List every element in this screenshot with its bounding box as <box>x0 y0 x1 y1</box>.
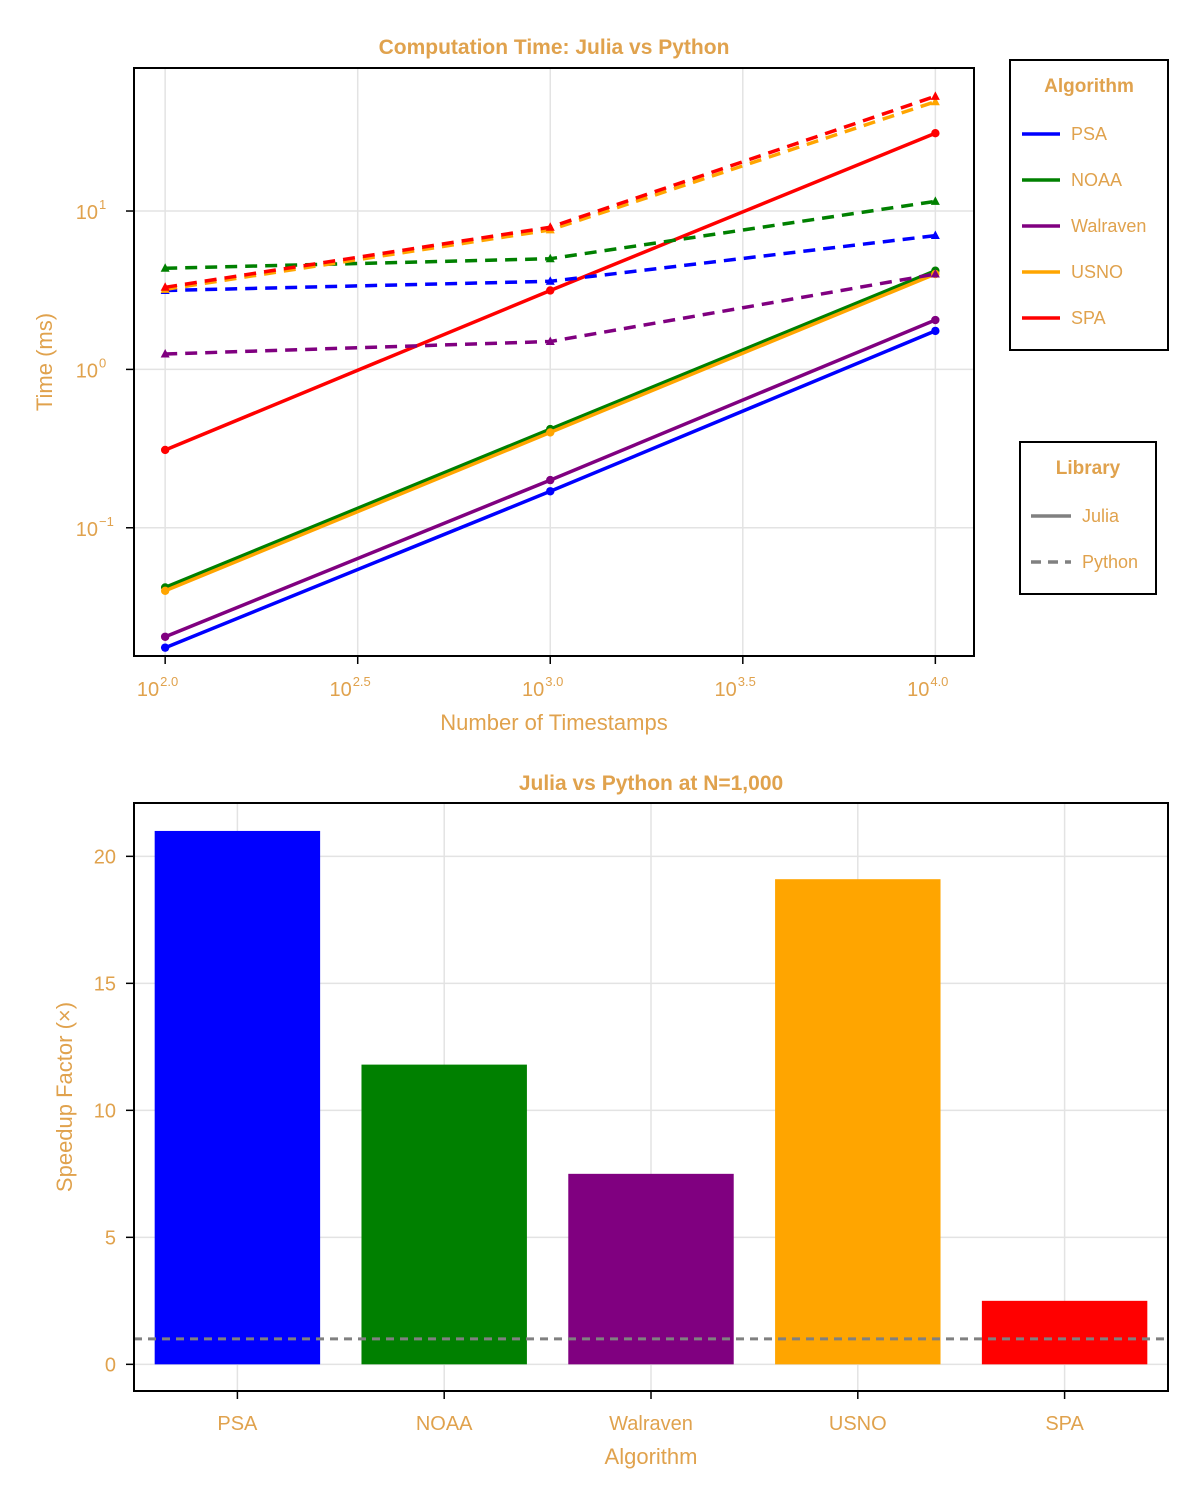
line-chart-x-tick-exponent: 2.0 <box>160 674 178 689</box>
line-chart-plot-frame <box>133 67 975 657</box>
line-chart-x-tick-exponent: 3.0 <box>545 674 563 689</box>
bar-chart-x-tick-label: NOAA <box>416 1413 473 1435</box>
data-point-noaa-python <box>930 196 940 205</box>
legend-label-spa: SPA <box>1071 308 1106 328</box>
bar-psa <box>154 830 321 1365</box>
bar-chart-bars <box>154 830 1148 1365</box>
line-chart-x-tick-base: 10 <box>522 679 544 701</box>
line-chart-x-tick-base: 10 <box>907 679 929 701</box>
data-point-walraven-python <box>160 349 170 358</box>
data-point-spa-python <box>545 222 555 231</box>
bar-noaa <box>361 1064 527 1365</box>
legend-label-walraven: Walraven <box>1071 216 1146 236</box>
line-chart-y-tick-exponent: 0 <box>99 355 106 370</box>
bar-chart-x-tick-label: Walraven <box>609 1413 693 1435</box>
data-point-usno-julia <box>546 428 555 437</box>
data-point-spa-python <box>160 282 170 291</box>
bar-chart-title: Julia vs Python at N=1,000 <box>519 772 783 795</box>
data-point-psa-julia <box>546 487 555 496</box>
line-chart-x-tick-base: 10 <box>329 679 351 701</box>
line-chart-x-tick-base: 10 <box>137 679 159 701</box>
bar-usno <box>775 879 941 1365</box>
data-point-usno-julia <box>160 586 170 595</box>
data-point-psa-python <box>545 276 555 285</box>
library-legend: Library Julia Python <box>1019 441 1157 595</box>
legend-label-usno: USNO <box>1071 262 1123 282</box>
algorithm-legend: Algorithm PSA NOAA Walraven USNO SPA <box>1009 59 1169 351</box>
line-chart-y-tick-base: 10 <box>76 519 98 541</box>
bar-chart-y-tick-label: 10 <box>94 1100 116 1122</box>
legend-label-psa: PSA <box>1071 124 1107 144</box>
data-point-psa-julia <box>160 643 170 652</box>
line-chart-y-axis-label: Time (ms) <box>32 313 57 411</box>
line-chart-y-tick-exponent: 1 <box>99 197 106 212</box>
line-chart-title: Computation Time: Julia vs Python <box>379 36 730 59</box>
line-chart-series <box>160 91 940 652</box>
data-point-walraven-julia <box>160 632 170 641</box>
legend-label-python: Python <box>1082 552 1138 572</box>
line-chart-y-tick-base: 10 <box>76 202 98 224</box>
library-legend-title: Library <box>1056 458 1121 479</box>
data-point-psa-python <box>930 230 940 240</box>
bar-chart-x-tick-label: PSA <box>217 1413 258 1435</box>
bar-chart-x-tick-label: SPA <box>1045 1413 1084 1435</box>
algorithm-legend-entries: PSA NOAA Walraven USNO SPA <box>1022 124 1146 328</box>
bar-spa <box>981 1300 1148 1365</box>
line-chart-x-axis-label: Number of Timestamps <box>440 710 667 735</box>
bar-chart-y-tick-label: 15 <box>94 973 116 995</box>
line-chart: Computation Time: Julia vs Python 10 2.0 1… <box>32 36 1169 735</box>
bar-chart-x-ticks: PSA NOAA Walraven USNO SPA <box>217 1391 1085 1435</box>
data-point-spa-julia <box>546 286 555 295</box>
bar-chart: Julia vs Python at N=1,000 PSA NOAA Walrav… <box>52 772 1169 1469</box>
data-point-spa-python <box>930 91 940 100</box>
bar-chart-x-axis-label: Algorithm <box>605 1444 698 1469</box>
line-chart-x-tick-base: 10 <box>715 679 737 701</box>
library-legend-entries: Julia Python <box>1031 506 1138 572</box>
line-chart-grid <box>134 68 974 656</box>
bar-chart-y-tick-label: 20 <box>94 846 116 868</box>
bar-chart-y-tick-label: 5 <box>105 1227 116 1249</box>
algorithm-legend-title: Algorithm <box>1044 76 1134 97</box>
data-point-usno-python <box>930 96 940 106</box>
data-point-walraven-python <box>545 336 555 346</box>
line-chart-x-ticks: 10 2.0 10 2.5 10 3.0 10 3.5 10 4.0 <box>137 656 948 701</box>
bar-chart-y-tick-label: 0 <box>105 1354 116 1376</box>
line-chart-y-tick-exponent: −1 <box>99 514 114 529</box>
line-chart-y-tick-base: 10 <box>76 360 98 382</box>
data-point-walraven-julia <box>546 475 555 485</box>
bar-chart-x-tick-label: USNO <box>829 1413 887 1435</box>
legend-label-noaa: NOAA <box>1071 170 1122 190</box>
algorithm-legend-frame <box>1009 59 1169 351</box>
data-point-walraven-python <box>930 269 940 278</box>
data-point-noaa-python <box>545 253 555 263</box>
line-chart-x-tick-exponent: 2.5 <box>353 674 371 689</box>
bar-walraven <box>568 1173 734 1365</box>
data-point-walraven-julia <box>931 315 940 325</box>
data-point-spa-julia <box>160 445 170 455</box>
bar-chart-y-ticks: 0 5 10 15 20 <box>94 846 134 1376</box>
bar-chart-y-axis-label: Speedup Factor (×) <box>52 1002 77 1192</box>
line-chart-x-tick-exponent: 3.5 <box>738 674 756 689</box>
library-legend-frame <box>1019 441 1157 595</box>
legend-label-julia: Julia <box>1082 506 1120 526</box>
data-point-spa-julia <box>931 129 940 138</box>
data-point-noaa-python <box>160 263 170 272</box>
data-point-psa-julia <box>931 326 940 336</box>
line-chart-x-tick-exponent: 4.0 <box>930 674 948 689</box>
